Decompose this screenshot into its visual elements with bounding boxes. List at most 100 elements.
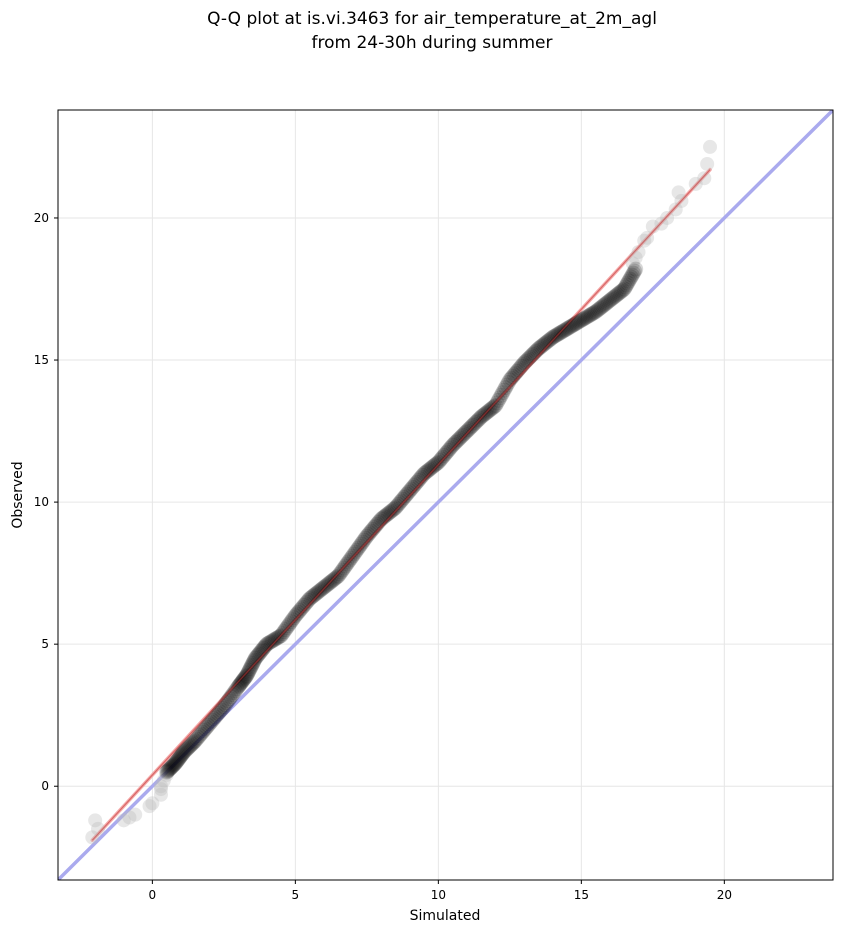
qq-point: [542, 332, 558, 348]
qq-point: [545, 329, 561, 345]
qq-point: [262, 634, 278, 650]
qq-point: [179, 741, 195, 757]
qq-point: [234, 674, 250, 690]
qq-point: [264, 633, 280, 649]
qq-point: [246, 654, 262, 670]
qq-point: [435, 449, 451, 465]
qq-point: [349, 542, 365, 558]
qq-point: [203, 714, 219, 730]
qq-point: [356, 532, 372, 548]
qq-point: [367, 518, 383, 534]
qq-point: [598, 296, 614, 312]
qq-point: [258, 638, 274, 654]
qq-point: [422, 461, 438, 477]
qq-point: [489, 395, 505, 411]
qq-point: [245, 655, 261, 671]
qq-point: [165, 758, 181, 774]
qq-point: [556, 322, 572, 338]
qq-point: [240, 666, 256, 682]
qq-point: [599, 295, 615, 311]
qq-point: [436, 448, 452, 464]
qq-point-outlier: [645, 219, 660, 234]
qq-point: [627, 263, 643, 279]
qq-point: [402, 483, 418, 499]
qq-point-outlier: [156, 773, 171, 788]
qq-point: [405, 479, 421, 495]
qq-point: [279, 620, 295, 636]
qq-point: [200, 717, 216, 733]
qq-point: [300, 592, 316, 608]
qq-point: [283, 614, 299, 630]
qq-point: [386, 501, 402, 517]
qq-point: [602, 292, 618, 308]
qq-point: [174, 746, 190, 762]
qq-point: [396, 490, 412, 506]
qq-point: [496, 382, 512, 398]
qq-point: [540, 333, 556, 349]
qq-point: [470, 412, 486, 428]
qq-point: [498, 380, 514, 396]
qq-point: [595, 298, 611, 314]
qq-point: [389, 498, 405, 514]
y-tick-label: 10: [34, 495, 49, 509]
qq-point: [239, 667, 255, 683]
qq-point: [167, 756, 183, 772]
qq-point: [216, 699, 232, 715]
qq-point: [558, 322, 574, 338]
qq-point: [193, 726, 209, 742]
qq-point: [199, 719, 215, 735]
qq-point: [209, 707, 225, 723]
qq-point: [582, 307, 598, 323]
qq-point: [466, 416, 482, 432]
qq-point: [376, 509, 392, 525]
qq-point: [247, 650, 263, 666]
qq-point: [536, 336, 552, 352]
qq-point: [397, 488, 413, 504]
qq-point: [168, 754, 184, 770]
qq-point: [309, 585, 325, 601]
qq-point: [613, 283, 629, 299]
qq-point: [185, 735, 201, 751]
qq-point: [625, 265, 641, 281]
qq-point: [307, 586, 323, 602]
qq-point: [362, 525, 378, 541]
qq-point: [212, 704, 228, 720]
qq-point: [315, 580, 331, 596]
qq-point: [407, 476, 423, 492]
qq-point-outlier: [142, 799, 157, 814]
qq-point: [395, 491, 411, 507]
qq-point: [166, 757, 182, 773]
qq-point: [560, 320, 576, 336]
x-tick-label: 10: [431, 888, 446, 902]
qq-point: [400, 484, 416, 500]
qq-point: [251, 646, 267, 662]
qq-point-outlier: [700, 156, 715, 171]
qq-point: [459, 423, 475, 439]
qq-point: [453, 429, 469, 445]
qq-point: [440, 442, 456, 458]
qq-point: [164, 759, 180, 775]
qq-point-outlier: [668, 202, 683, 217]
qq-point-outlier: [688, 176, 703, 191]
qq-point: [178, 742, 194, 758]
qq-point: [329, 569, 345, 585]
qq-point: [416, 466, 432, 482]
qq-point: [482, 402, 498, 418]
qq-point: [438, 446, 453, 462]
qq-point: [282, 616, 298, 632]
qq-point: [377, 508, 393, 524]
qq-point: [379, 507, 395, 523]
qq-point: [166, 756, 182, 772]
qq-point: [442, 441, 458, 457]
qq-point: [292, 603, 308, 619]
qq-point: [171, 751, 187, 767]
qq-point-outlier: [91, 821, 106, 836]
y-axis-label: Observed: [10, 461, 26, 528]
qq-point: [332, 566, 348, 582]
qq-point: [237, 670, 253, 686]
qq-point: [252, 645, 268, 661]
qq-point: [548, 328, 564, 344]
qq-point: [256, 639, 272, 655]
qq-point: [244, 657, 260, 673]
qq-point: [576, 311, 592, 327]
